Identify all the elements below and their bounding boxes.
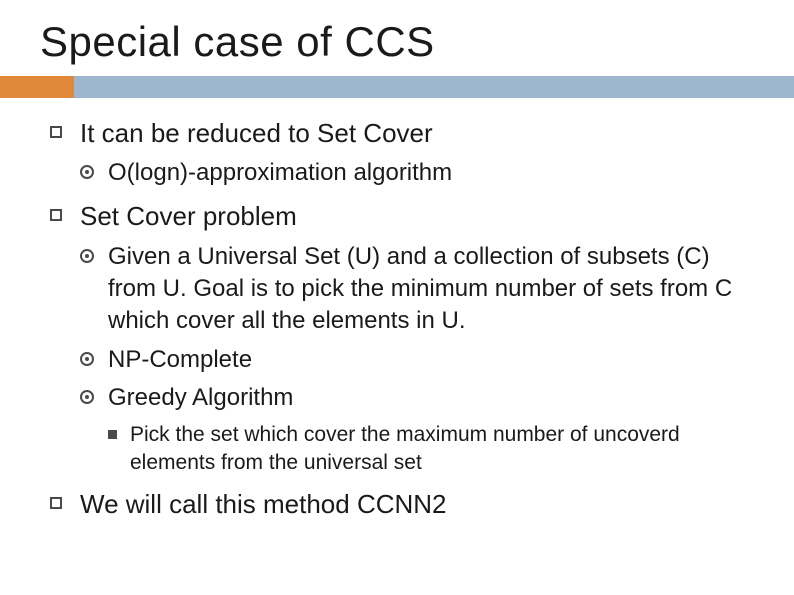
accent-rule-blue <box>74 76 794 98</box>
slide: Special case of CCS It can be reduced to… <box>0 18 794 595</box>
bullet-text: O(logn)-approximation algorithm <box>108 159 452 186</box>
bullet-text: Given a Universal Set (U) and a collecti… <box>108 243 732 335</box>
accent-rule <box>0 76 794 98</box>
bullet-level2: O(logn)-approximation algorithm <box>80 157 754 189</box>
bullet-level1: Set Cover problem <box>50 199 754 234</box>
bullet-level1: We will call this method CCNN2 <box>50 487 754 522</box>
bullet-text: Set Cover problem <box>80 201 297 231</box>
bullet-text: Pick the set which cover the maximum num… <box>130 423 680 474</box>
bullet-level3: Pick the set which cover the maximum num… <box>108 421 754 478</box>
bullet-text: It can be reduced to Set Cover <box>80 118 433 148</box>
bullet-level2: Greedy Algorithm <box>80 382 754 414</box>
bullet-level1: It can be reduced to Set Cover <box>50 116 754 151</box>
bullet-text: Greedy Algorithm <box>108 384 293 411</box>
bullet-level2: Given a Universal Set (U) and a collecti… <box>80 241 754 338</box>
bullet-text: We will call this method CCNN2 <box>80 489 447 519</box>
slide-content: It can be reduced to Set Cover O(logn)-a… <box>50 116 754 522</box>
slide-title: Special case of CCS <box>40 18 794 66</box>
bullet-text: NP-Complete <box>108 346 252 373</box>
bullet-level2: NP-Complete <box>80 344 754 376</box>
accent-rule-orange <box>0 76 74 98</box>
